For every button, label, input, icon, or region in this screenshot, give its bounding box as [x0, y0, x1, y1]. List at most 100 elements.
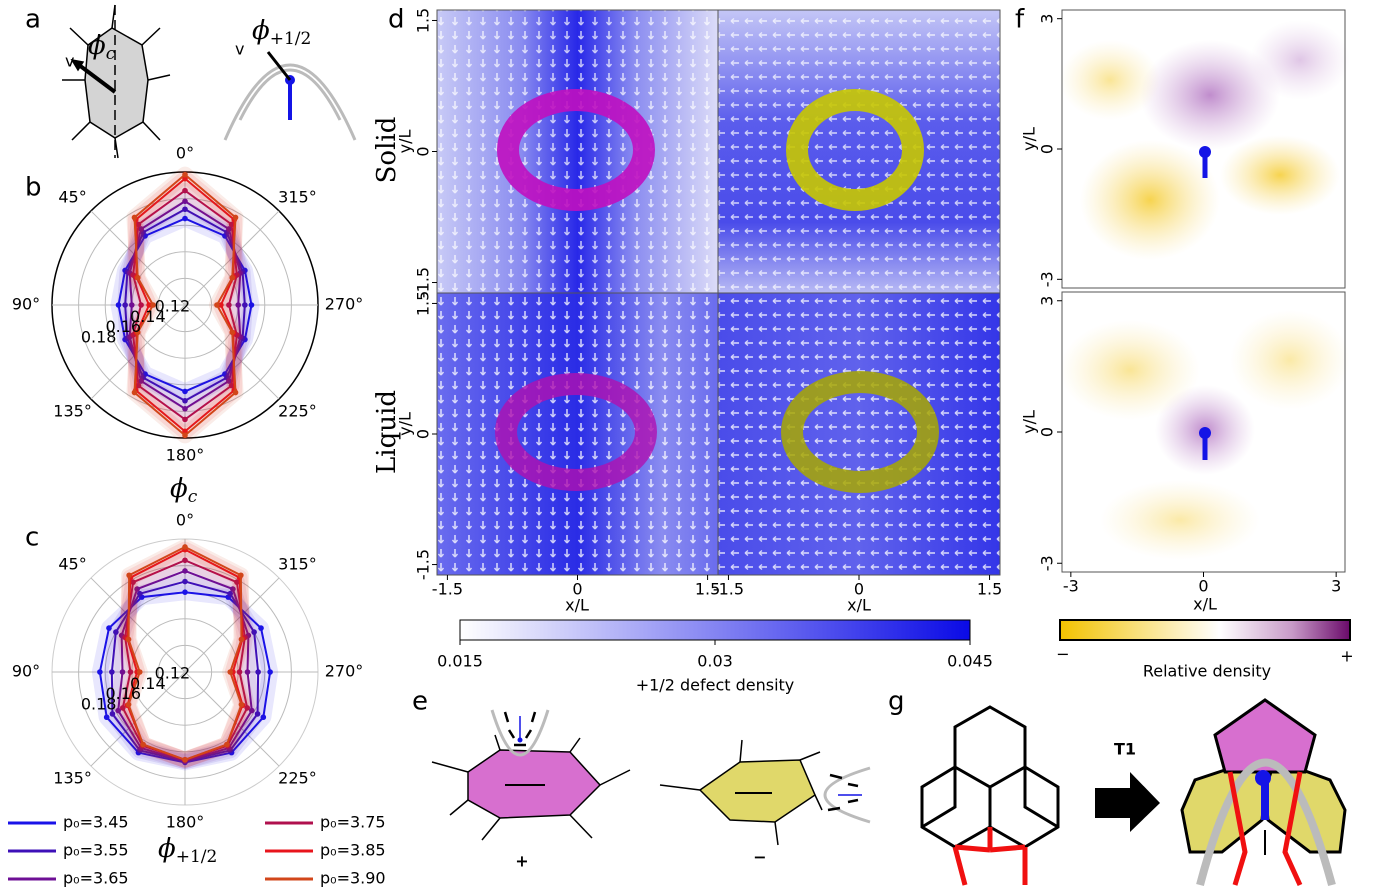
legend-label: p₀=3.45	[63, 813, 129, 832]
theta-tick-label: 315°	[278, 188, 317, 207]
subscript: c	[106, 44, 116, 64]
panel-d-maps	[437, 10, 1000, 640]
panel-label: b	[25, 173, 42, 203]
defect-angle-label: ϕ+1/2	[252, 16, 311, 49]
series-point	[132, 390, 138, 396]
series-point	[267, 669, 273, 675]
panel-g-diagram	[922, 700, 1345, 885]
x-tick-label: -1.5	[713, 580, 744, 599]
figure: a b c d e f g v v ϕc ϕ+1/2 ϕc ϕ+1/2 Soli…	[0, 0, 1375, 892]
symbol: ϕ	[88, 31, 106, 61]
y-tick-label: -3	[1038, 271, 1057, 287]
symbol: ϕ	[158, 834, 176, 864]
y-axis-label: y/L	[1020, 410, 1039, 434]
theta-tick-label: 225°	[278, 401, 317, 420]
panel-label: d	[388, 5, 405, 35]
theta-tick-label: 45°	[58, 555, 86, 574]
legend-label: p₀=3.90	[320, 869, 386, 888]
velocity-label: v	[65, 52, 74, 71]
theta-tick-label: 315°	[278, 555, 317, 574]
legend-label: p₀=3.65	[63, 869, 129, 888]
panel-label: f	[1015, 5, 1025, 35]
x-tick-label: 0	[1198, 577, 1208, 596]
x-tick-label: 1.5	[977, 580, 1002, 599]
y-tick-label: 1.5	[414, 291, 433, 316]
axis-title: ϕ+1/2	[158, 834, 217, 867]
x-tick-label: 3	[1331, 577, 1341, 596]
symbol: ϕ	[252, 16, 270, 46]
panel-label: g	[888, 687, 905, 717]
series-point	[238, 572, 244, 578]
series-point	[182, 757, 188, 763]
y-tick-label: 0	[414, 429, 433, 439]
series-point	[233, 390, 239, 396]
series-point	[182, 544, 188, 550]
r-tick-label: 0.18	[81, 327, 117, 346]
x-tick-label: -1.5	[432, 580, 463, 599]
y-tick-label: 3	[1038, 14, 1057, 24]
series-point	[224, 742, 230, 748]
theta-tick-label: 135°	[53, 768, 92, 787]
subscript: +1/2	[176, 847, 218, 867]
theta-tick-label: 90°	[12, 662, 40, 681]
y-axis-label: y/L	[396, 412, 415, 436]
series-point	[233, 215, 239, 221]
series-point	[229, 275, 235, 281]
legend-label: p₀=3.55	[63, 841, 129, 860]
y-tick-label: -3	[1038, 555, 1057, 571]
series-point	[182, 433, 188, 439]
series-point	[126, 572, 132, 578]
series-point	[229, 329, 235, 335]
velocity-label: v	[235, 40, 244, 59]
series-point	[135, 275, 141, 281]
theta-tick-label: 180°	[166, 813, 205, 832]
axis-title: ϕc	[170, 474, 198, 507]
theta-tick-label: 90°	[12, 295, 40, 314]
colorbar-label: Relative density	[1143, 662, 1271, 681]
panel-label: c	[25, 523, 39, 553]
colorbar-tick-label: 0.015	[437, 652, 483, 671]
y-tick-label: 0	[1038, 144, 1057, 154]
colorbar-high: +	[1340, 647, 1353, 666]
series-point	[255, 669, 261, 675]
series-point	[140, 742, 146, 748]
x-axis-label: x/L	[847, 596, 871, 615]
colorbar-label: +1/2 defect density	[636, 676, 795, 695]
theta-tick-label: 270°	[325, 662, 364, 681]
series-point	[239, 637, 245, 643]
theta-tick-label: 45°	[58, 188, 86, 207]
sign: −	[753, 848, 766, 867]
series-point	[227, 669, 233, 675]
series-point	[182, 172, 188, 178]
colorbar-low: −	[1056, 645, 1069, 664]
x-tick-label: -3	[1063, 577, 1079, 596]
theta-tick-label: 180°	[166, 446, 205, 465]
series-point	[239, 702, 245, 708]
panel-label: e	[412, 687, 428, 717]
series-point	[132, 215, 138, 221]
x-axis-label: x/L	[1193, 595, 1217, 614]
y-tick-label: 0	[414, 146, 433, 156]
transition-label: T1	[1114, 740, 1136, 759]
panel-e-diagram	[432, 710, 870, 845]
colorbar-tick-label: 0.045	[947, 652, 993, 671]
y-tick-label: 3	[1038, 296, 1057, 306]
y-axis-label: y/L	[1020, 127, 1039, 151]
theta-tick-label: 225°	[278, 768, 317, 787]
theta-tick-label: 0°	[176, 511, 194, 530]
series-point	[97, 669, 103, 675]
theta-tick-label: 0°	[176, 144, 194, 163]
y-tick-label: 0	[1038, 427, 1057, 437]
legend-label: p₀=3.85	[320, 841, 386, 860]
series-point	[126, 637, 132, 643]
colorbar-tick-label: 0.03	[697, 652, 733, 671]
legend-label: p₀=3.75	[320, 813, 386, 832]
theta-tick-label: 270°	[325, 295, 364, 314]
subscript: c	[188, 487, 198, 507]
panel-f-maps	[1060, 10, 1350, 640]
y-axis-label: y/L	[396, 130, 415, 154]
y-tick-label: -1.5	[414, 549, 433, 580]
subscript: +1/2	[270, 29, 312, 49]
r-tick-label: 0.18	[81, 694, 117, 713]
y-tick-label: 1.5	[414, 8, 433, 33]
